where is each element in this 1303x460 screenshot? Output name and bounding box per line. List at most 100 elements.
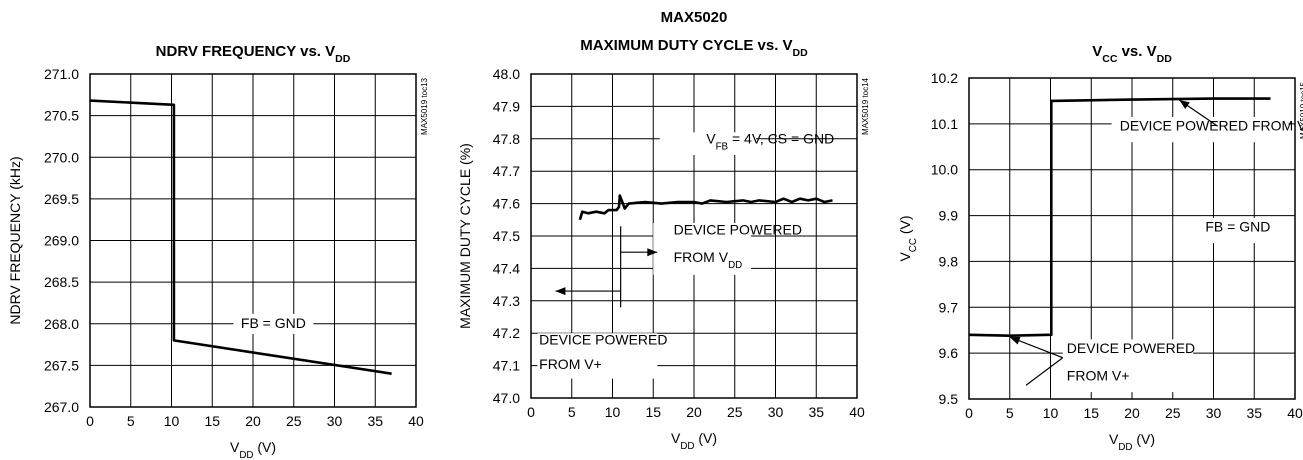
y-tick-label: 10.2 <box>931 70 958 86</box>
figure-code: MAX5019 toc13 <box>420 77 429 134</box>
x-tick-label: 15 <box>645 404 661 420</box>
plot-frame <box>968 77 1296 400</box>
annotation-label: FROM VDD <box>674 249 743 271</box>
chart-panel-3: VCC vs. VDD 0 5 10 15 20 25 30 35 40 9.5 9.6 9.7 9.8 9… <box>897 43 1303 453</box>
x-tick-label: 15 <box>1083 405 1099 421</box>
annotation-label: DEVICE POWERED <box>674 221 802 237</box>
x-tick-label: 35 <box>1246 405 1262 421</box>
y-tick-label: 48.0 <box>493 66 520 82</box>
figure-code: MAX5019 toc15 <box>1299 81 1303 138</box>
arrow-head <box>1009 336 1021 345</box>
x-tick-label: 10 <box>1043 405 1059 421</box>
y-tick-label: 47.8 <box>493 131 520 147</box>
arrow-head <box>647 248 658 257</box>
y-tick-label: 268.5 <box>44 274 79 290</box>
y-axis-label: MAXIMUM DUTY CYCLE (%) <box>457 143 473 329</box>
plot-frame <box>89 73 417 408</box>
x-tick-label: 20 <box>686 404 702 420</box>
annotation-label: DEVICE POWERED <box>539 332 667 348</box>
y-tick-label: 267.0 <box>44 399 79 415</box>
x-tick-label: 5 <box>568 404 576 420</box>
series-line <box>578 194 833 221</box>
y-tick-label: 10.0 <box>931 162 958 178</box>
series-line <box>968 97 1271 337</box>
x-tick-label: 0 <box>527 404 535 420</box>
chart-title-line: MAX5020 <box>661 9 728 26</box>
chart-title-line: MAXIMUM DUTY CYCLE vs. VDD <box>580 37 808 59</box>
series-line <box>89 99 392 375</box>
x-axis-label: VDD (V) <box>230 439 276 460</box>
y-tick-label: 269.0 <box>44 233 79 249</box>
y-tick-label: 9.6 <box>939 345 959 361</box>
x-tick-label: 40 <box>1287 405 1303 421</box>
y-tick-label: 9.7 <box>939 299 959 315</box>
y-tick-label: 270.0 <box>44 149 79 165</box>
x-tick-label: 15 <box>204 413 220 429</box>
y-tick-label: 47.6 <box>493 196 520 212</box>
y-tick-label: 47.0 <box>493 390 520 406</box>
x-tick-label: 10 <box>164 413 180 429</box>
chart-title: NDRV FREQUENCY vs. VDD <box>156 43 351 65</box>
y-tick-label: 47.4 <box>493 260 520 276</box>
y-axis-label: VCC (V) <box>897 215 919 261</box>
arrow-head <box>555 287 566 296</box>
x-tick-label: 30 <box>768 404 784 420</box>
x-tick-label: 40 <box>408 413 424 429</box>
y-tick-label: 47.1 <box>493 358 520 374</box>
annotation-label: FROM V+ <box>539 356 602 372</box>
arrow-head <box>1179 100 1190 109</box>
x-tick-label: 20 <box>245 413 261 429</box>
figure-code: MAX5019 toc14 <box>861 77 870 134</box>
annotation-label: FROM V+ <box>1067 368 1130 384</box>
annotation-label: DEVICE POWERED <box>1067 340 1195 356</box>
y-tick-label: 9.5 <box>939 391 959 407</box>
y-tick-label: 47.7 <box>493 163 520 179</box>
annotation-mask <box>1062 339 1194 393</box>
y-tick-label: 47.2 <box>493 325 520 341</box>
y-tick-label: 47.3 <box>493 293 520 309</box>
plot-frame <box>530 73 858 399</box>
x-tick-label: 20 <box>1124 405 1140 421</box>
x-tick-label: 5 <box>127 413 135 429</box>
y-tick-label: 268.0 <box>44 316 79 332</box>
x-tick-label: 35 <box>367 413 383 429</box>
annotation-label: DEVICE POWERED FROM VDD <box>1120 118 1303 140</box>
y-tick-label: 9.8 <box>939 253 959 269</box>
annotation-label: FB = GND <box>241 315 306 331</box>
y-tick-label: 270.5 <box>44 108 79 124</box>
x-axis-label: VDD (V) <box>1109 431 1155 453</box>
x-tick-label: 25 <box>286 413 302 429</box>
x-tick-label: 30 <box>327 413 343 429</box>
y-tick-label: 47.5 <box>493 228 520 244</box>
annotation-mask <box>233 313 314 334</box>
x-tick-label: 10 <box>605 404 621 420</box>
y-axis-label: NDRV FREQUENCY (kHz) <box>7 156 23 324</box>
x-tick-label: 25 <box>1165 405 1181 421</box>
leader-line <box>1025 357 1064 386</box>
y-tick-label: 10.1 <box>931 116 958 132</box>
annotation-mask <box>1111 116 1289 143</box>
y-tick-label: 271.0 <box>44 66 79 82</box>
annotation-mask <box>653 223 752 275</box>
x-tick-label: 0 <box>965 405 973 421</box>
x-tick-label: 5 <box>1006 405 1014 421</box>
annotation-mask <box>1201 217 1275 244</box>
annotation-mask <box>659 132 756 155</box>
annotation-mask <box>537 333 658 379</box>
annotation-label: VFB = 4V, CS = GND <box>706 131 834 153</box>
annotation-label: FB = GND <box>1205 219 1270 235</box>
x-tick-label: 30 <box>1206 405 1222 421</box>
y-tick-label: 267.5 <box>44 357 79 373</box>
x-tick-label: 0 <box>86 413 94 429</box>
x-tick-label: 35 <box>808 404 824 420</box>
x-tick-label: 40 <box>849 404 865 420</box>
chart-panel-2: MAX5020 MAXIMUM DUTY CYCLE vs. VDD 0 5 10 15 2… <box>457 9 870 452</box>
x-axis-label: VDD (V) <box>671 430 717 452</box>
y-tick-label: 9.9 <box>939 208 959 224</box>
chart-title: VCC vs. VDD <box>1092 43 1172 65</box>
chart-panel-1: NDRV FREQUENCY vs. VDD 0 5 10 15 20 25 30 35 40 26… <box>7 43 429 460</box>
y-tick-label: 269.5 <box>44 191 79 207</box>
y-tick-label: 47.9 <box>493 98 520 114</box>
x-tick-label: 25 <box>727 404 743 420</box>
